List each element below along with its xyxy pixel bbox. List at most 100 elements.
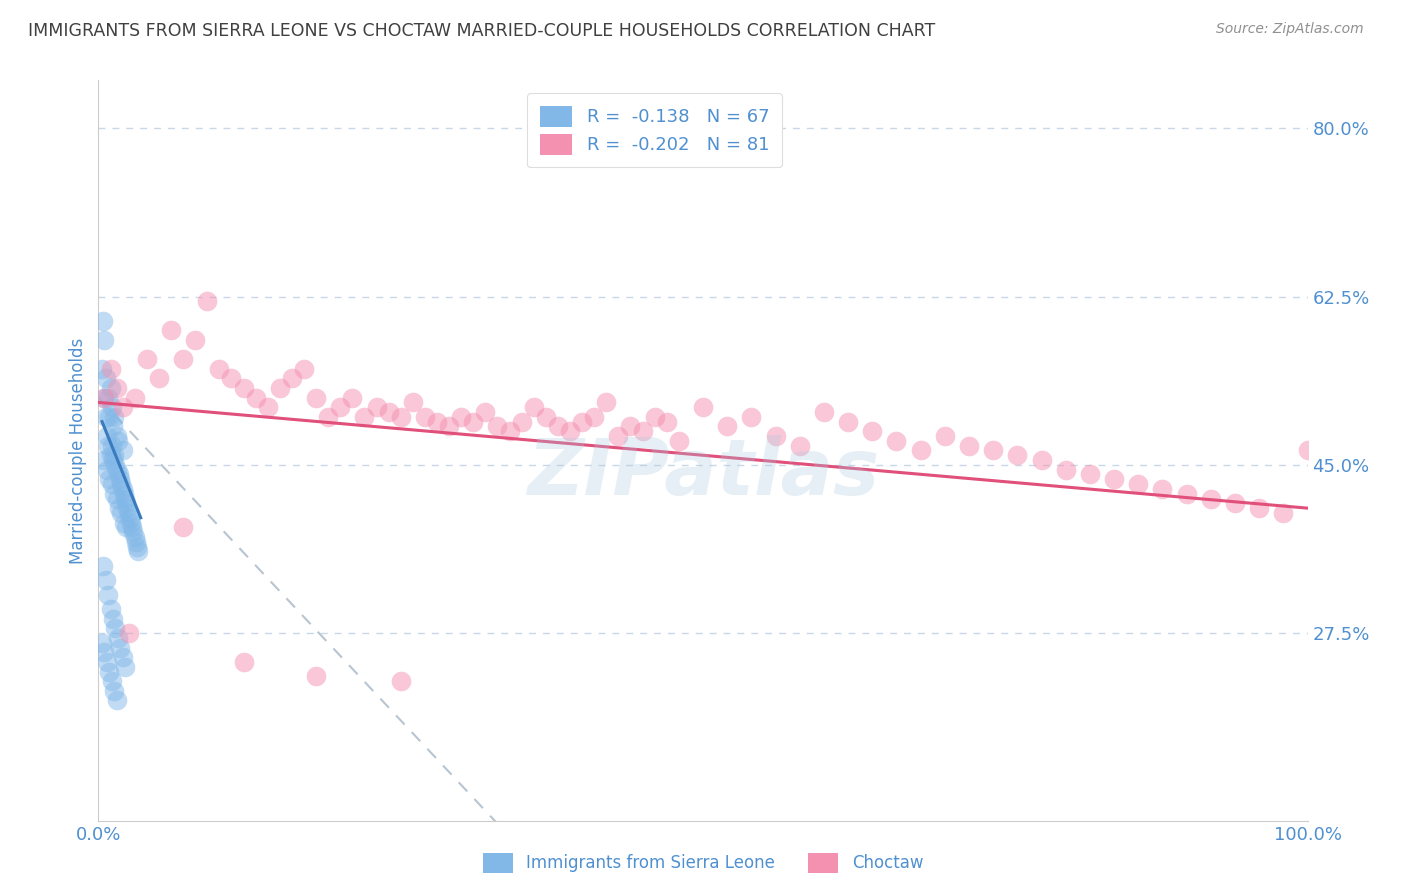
Point bbox=[1078, 467, 1101, 482]
Point bbox=[329, 400, 352, 414]
Point bbox=[103, 683, 125, 698]
Point bbox=[135, 352, 157, 367]
Point bbox=[115, 496, 138, 510]
Point bbox=[120, 516, 142, 530]
Point bbox=[97, 391, 120, 405]
Point bbox=[232, 381, 254, 395]
Point bbox=[631, 424, 654, 438]
Point bbox=[813, 405, 835, 419]
Point bbox=[1128, 477, 1150, 491]
Point bbox=[94, 371, 117, 385]
Point bbox=[91, 361, 114, 376]
Point bbox=[184, 333, 207, 347]
Point bbox=[886, 434, 908, 448]
Point bbox=[655, 415, 678, 429]
Text: ZIPatlas: ZIPatlas bbox=[527, 434, 879, 511]
Point bbox=[96, 463, 118, 477]
Point bbox=[486, 419, 509, 434]
Point bbox=[96, 655, 118, 669]
Point bbox=[100, 400, 122, 414]
Point bbox=[1102, 472, 1125, 486]
Point bbox=[111, 482, 134, 496]
Point bbox=[305, 669, 328, 683]
Point bbox=[98, 472, 121, 486]
Point bbox=[316, 409, 339, 424]
Point bbox=[93, 391, 115, 405]
Point bbox=[619, 419, 641, 434]
Point bbox=[93, 333, 115, 347]
Point bbox=[269, 381, 291, 395]
Point bbox=[97, 588, 120, 602]
Point bbox=[474, 405, 496, 419]
Point bbox=[127, 544, 149, 558]
Point bbox=[122, 525, 145, 540]
Point bbox=[981, 443, 1004, 458]
Point bbox=[103, 448, 125, 462]
Point bbox=[110, 477, 132, 491]
Point bbox=[91, 558, 114, 573]
Point bbox=[1199, 491, 1222, 506]
Point bbox=[91, 636, 114, 650]
Point bbox=[245, 391, 267, 405]
Point bbox=[607, 429, 630, 443]
Point bbox=[97, 439, 120, 453]
Point bbox=[121, 520, 143, 534]
Point bbox=[389, 409, 412, 424]
Point bbox=[118, 506, 141, 520]
Point bbox=[101, 419, 124, 434]
Point bbox=[112, 487, 135, 501]
Point bbox=[117, 501, 139, 516]
Point bbox=[221, 371, 243, 385]
Point bbox=[107, 434, 129, 448]
Y-axis label: Married-couple Households: Married-couple Households bbox=[69, 337, 87, 564]
Point bbox=[1272, 506, 1295, 520]
Point bbox=[100, 381, 122, 395]
Point bbox=[111, 650, 134, 665]
Point bbox=[195, 294, 218, 309]
Point bbox=[498, 424, 520, 438]
Point bbox=[1296, 443, 1319, 458]
Point bbox=[98, 665, 121, 679]
Point bbox=[107, 631, 129, 645]
Point bbox=[765, 429, 787, 443]
Point bbox=[934, 429, 956, 443]
Point bbox=[127, 540, 149, 554]
Point bbox=[105, 491, 128, 506]
Point bbox=[281, 371, 304, 385]
Point bbox=[437, 419, 460, 434]
Point bbox=[305, 391, 328, 405]
Point bbox=[160, 323, 183, 337]
Point bbox=[377, 405, 399, 419]
Point bbox=[860, 424, 883, 438]
Point bbox=[104, 458, 127, 472]
Point bbox=[172, 352, 194, 367]
Point bbox=[98, 409, 121, 424]
Point bbox=[716, 419, 738, 434]
Point bbox=[111, 400, 134, 414]
Point bbox=[103, 409, 125, 424]
Point bbox=[232, 655, 254, 669]
Point bbox=[413, 409, 436, 424]
Point bbox=[837, 415, 859, 429]
Point bbox=[108, 472, 131, 486]
Point bbox=[111, 443, 134, 458]
Point bbox=[114, 491, 136, 506]
Point bbox=[105, 463, 128, 477]
Point bbox=[740, 409, 762, 424]
Point bbox=[1152, 482, 1174, 496]
Point bbox=[402, 395, 425, 409]
Point bbox=[108, 501, 131, 516]
Point bbox=[1007, 448, 1029, 462]
Point bbox=[94, 409, 117, 424]
Text: IMMIGRANTS FROM SIERRA LEONE VS CHOCTAW MARRIED-COUPLE HOUSEHOLDS CORRELATION CH: IMMIGRANTS FROM SIERRA LEONE VS CHOCTAW … bbox=[28, 22, 935, 40]
Point bbox=[91, 313, 114, 327]
Point bbox=[510, 415, 533, 429]
Point bbox=[789, 439, 811, 453]
Point bbox=[124, 391, 146, 405]
Point bbox=[101, 453, 124, 467]
Point bbox=[389, 674, 412, 689]
Point bbox=[125, 534, 148, 549]
Point bbox=[118, 510, 141, 524]
Point bbox=[463, 415, 485, 429]
Point bbox=[1175, 487, 1198, 501]
